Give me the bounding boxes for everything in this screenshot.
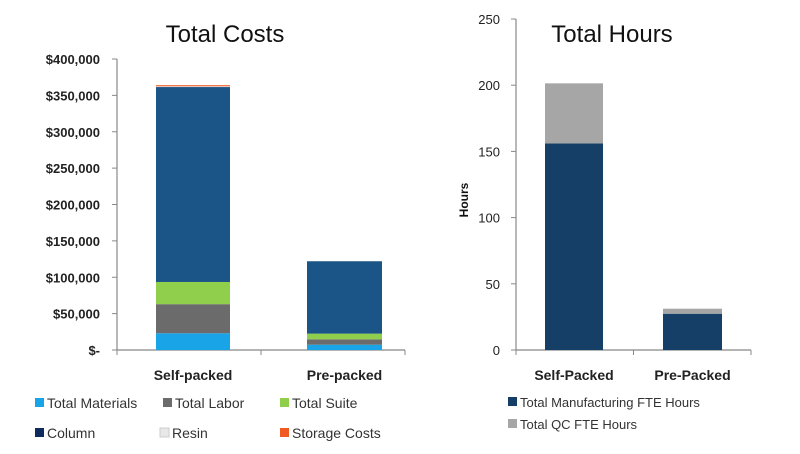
y-tick-label: 200 <box>478 78 500 93</box>
y-tick-label: 50 <box>486 277 500 292</box>
bar-segment-total-qc-fte-hours <box>545 83 603 144</box>
y-tick-label: $100,000 <box>46 270 100 285</box>
chart-total-hours: Total Hours 0 50 100 150 200 250 Hours Self-Pack… <box>457 12 752 432</box>
y-tick-label: $250,000 <box>46 161 100 176</box>
legend-label: Total Labor <box>175 395 245 411</box>
bar-segment-total-manufacturing-fte-hours <box>545 143 603 350</box>
y-tick-label: $300,000 <box>46 125 100 140</box>
legend-swatch <box>508 419 517 428</box>
legend-label: Column <box>47 425 95 441</box>
legend-label: Storage Costs <box>292 425 381 441</box>
x-category-label: Pre-Packed <box>654 367 730 383</box>
bar-segment-column <box>307 261 382 334</box>
chart-title: Total Costs <box>166 21 285 48</box>
legend-label: Resin <box>172 425 208 441</box>
y-tick-label: $400,000 <box>46 52 100 67</box>
legend-swatch <box>280 398 289 407</box>
y-tick-label: 150 <box>478 144 500 159</box>
legend-swatch <box>35 398 44 407</box>
x-category-label: Self-Packed <box>534 367 613 383</box>
legend-swatch <box>163 398 172 407</box>
legend-swatch <box>35 428 44 437</box>
bar-segment-total-materials <box>156 333 230 350</box>
bar-segment-total-materials <box>307 344 382 350</box>
bar-segment-total-qc-fte-hours <box>663 308 722 314</box>
bar-segment-total-manufacturing-fte-hours <box>663 313 722 350</box>
bar-segment-column <box>156 86 230 282</box>
legend-label: Total QC FTE Hours <box>520 417 638 432</box>
y-tick-label: 100 <box>478 211 500 226</box>
legend-swatch <box>508 397 517 406</box>
x-category-label: Pre-packed <box>307 367 382 383</box>
y-tick-label: 0 <box>493 343 500 358</box>
y-tick-label: $150,000 <box>46 234 100 249</box>
legend-swatch <box>159 427 170 438</box>
bar-segment-resin <box>156 86 230 88</box>
bar-segment-total-suite <box>156 281 230 305</box>
legend-label: Total Suite <box>292 395 358 411</box>
legend-label: Total Materials <box>47 395 137 411</box>
y-axis-label: Hours <box>457 182 471 217</box>
y-tick-label: $- <box>88 343 100 358</box>
bar-segment-total-suite <box>307 333 382 340</box>
legend-swatch <box>280 428 289 437</box>
legend-label: Total Manufacturing FTE Hours <box>520 395 700 410</box>
chart-total-costs: Total Costs $- $50,000 $100,000 $150,000 $200… <box>35 21 406 441</box>
chart-title: Total Hours <box>551 21 672 48</box>
y-tick-label: $200,000 <box>46 198 100 213</box>
bar-segment-storage-costs <box>156 85 230 87</box>
y-tick-label: 250 <box>478 12 500 27</box>
x-category-label: Self-packed <box>154 367 233 383</box>
y-tick-label: $50,000 <box>53 307 100 322</box>
y-tick-label: $350,000 <box>46 88 100 103</box>
bar-segment-total-labor <box>156 304 230 334</box>
bar-segment-total-labor <box>307 339 382 345</box>
